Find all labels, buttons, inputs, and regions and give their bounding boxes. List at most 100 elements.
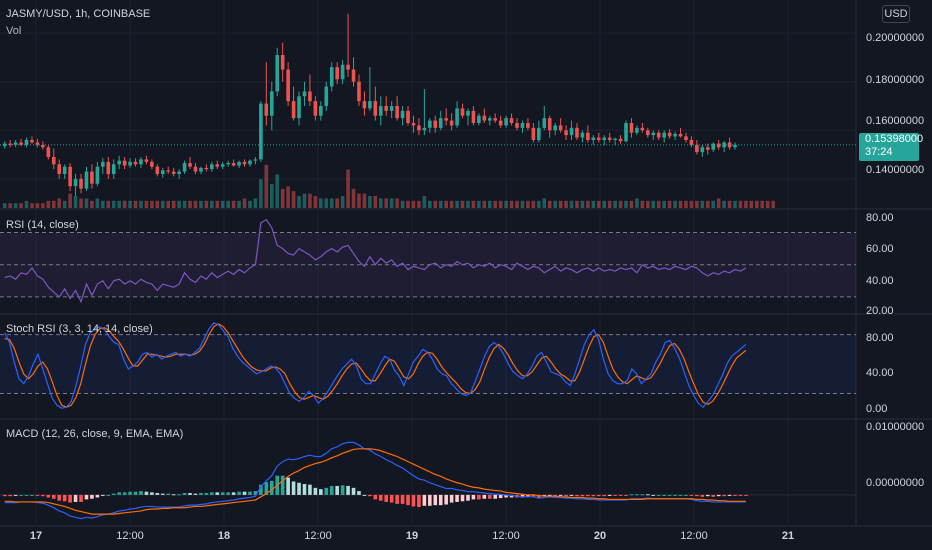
- candle-body: [95, 166, 100, 184]
- macd-histogram-bar: [428, 494, 432, 506]
- volume-bar: [362, 193, 367, 208]
- volume-bar: [286, 186, 290, 208]
- volume-bar: [220, 200, 225, 208]
- macd-histogram-bar: [406, 494, 410, 506]
- candle-body: [656, 132, 661, 138]
- x-axis-label: 12:00: [680, 530, 708, 542]
- candle-body: [384, 106, 389, 111]
- macd-histogram-bar: [95, 494, 100, 498]
- macd-histogram-bar: [335, 485, 339, 495]
- candle-body: [237, 161, 241, 166]
- volume-bar: [591, 200, 596, 208]
- candle-body: [466, 110, 470, 116]
- candle-body: [400, 110, 405, 119]
- volume-bar: [553, 200, 557, 208]
- volume-bar: [335, 198, 339, 208]
- macd-histogram-bar: [477, 494, 481, 500]
- currency-button[interactable]: USD: [882, 5, 910, 23]
- macd-histogram-bar: [46, 494, 51, 498]
- macd-histogram-bar: [695, 494, 699, 497]
- macd-histogram-bar: [193, 493, 198, 495]
- volume-bar: [73, 196, 78, 208]
- volume-bar: [673, 200, 677, 208]
- macd-histogram-bar: [678, 494, 683, 496]
- candle-body: [504, 118, 508, 126]
- volume-label: Vol: [6, 25, 22, 37]
- candle-body: [346, 64, 350, 70]
- rsi-tick-label: 80.00: [866, 212, 894, 224]
- macd-histogram-bar: [177, 494, 181, 496]
- x-axis-label: 18: [217, 530, 231, 542]
- volume-bar: [586, 200, 590, 208]
- candle-body: [57, 164, 62, 174]
- volume-bar: [471, 200, 476, 208]
- macd-histogram-bar: [128, 491, 132, 495]
- candle-body: [640, 127, 645, 131]
- macd-histogram-bar: [378, 494, 383, 501]
- volume-bar: [51, 200, 56, 208]
- volume-bar: [493, 200, 498, 208]
- volume-bar: [68, 193, 72, 208]
- macd-histogram-bar: [160, 493, 165, 495]
- volume-bar: [455, 200, 459, 208]
- candle-body: [662, 132, 666, 138]
- volume-bar: [607, 200, 612, 208]
- candle-body: [477, 115, 481, 123]
- volume-bar: [695, 200, 699, 208]
- macd-histogram-bar: [389, 494, 394, 503]
- candle-body: [35, 142, 40, 145]
- macd-histogram-bar: [618, 494, 623, 496]
- macd-histogram-bar: [411, 494, 416, 507]
- macd-histogram-bar: [182, 492, 187, 495]
- candle-body: [575, 127, 579, 138]
- volume-bar: [651, 200, 656, 208]
- macd-histogram-bar: [689, 494, 694, 496]
- x-axis-label: 12:00: [492, 530, 520, 542]
- stoch-tick-label: 0.00: [866, 403, 888, 415]
- macd-histogram-bar: [705, 494, 710, 497]
- volume-bar: [193, 200, 198, 208]
- macd-tick-label: 0.00000000: [866, 477, 925, 489]
- candle-body: [30, 140, 34, 143]
- candle-body: [689, 140, 694, 145]
- volume-bar: [711, 200, 716, 208]
- macd-histogram-bar: [607, 494, 612, 496]
- macd-histogram-bar: [656, 494, 661, 496]
- candle-body: [51, 157, 56, 165]
- candle-body: [182, 163, 187, 172]
- volume-bar: [199, 200, 203, 208]
- volume-bar: [111, 200, 116, 208]
- candle-body: [602, 137, 607, 140]
- stoch-band-fill: [0, 334, 856, 394]
- rsi-tick-label: 20.00: [866, 305, 894, 317]
- volume-bar: [139, 200, 143, 208]
- macd-histogram-bar: [62, 494, 67, 502]
- candle-body: [373, 101, 378, 116]
- macd-histogram-bar: [733, 494, 737, 496]
- candle-body: [455, 108, 459, 126]
- macd-line: [4, 441, 746, 520]
- macd-histogram-bar: [662, 494, 666, 496]
- volume-bar: [41, 203, 45, 208]
- candle-body: [569, 127, 574, 136]
- bar-countdown: 37:24: [865, 146, 893, 158]
- candle-body: [460, 108, 465, 116]
- volume-bar: [253, 198, 258, 208]
- candle-body: [695, 144, 699, 153]
- candle-body: [319, 106, 323, 116]
- macd-histogram-bar: [558, 494, 563, 496]
- candle-body: [210, 164, 214, 170]
- macd-histogram-bar: [106, 494, 111, 496]
- volume-bar: [231, 200, 236, 208]
- volume-bar: [547, 200, 552, 208]
- macd-histogram-bar: [384, 494, 389, 502]
- candle-body: [220, 164, 225, 167]
- volume-bar: [269, 184, 274, 208]
- candle-body: [646, 130, 650, 136]
- rsi-line: [4, 218, 747, 304]
- candle-body: [558, 125, 563, 131]
- volume-bar: [155, 200, 160, 208]
- macd-histogram-bar: [73, 494, 78, 502]
- volume-bar: [297, 196, 301, 208]
